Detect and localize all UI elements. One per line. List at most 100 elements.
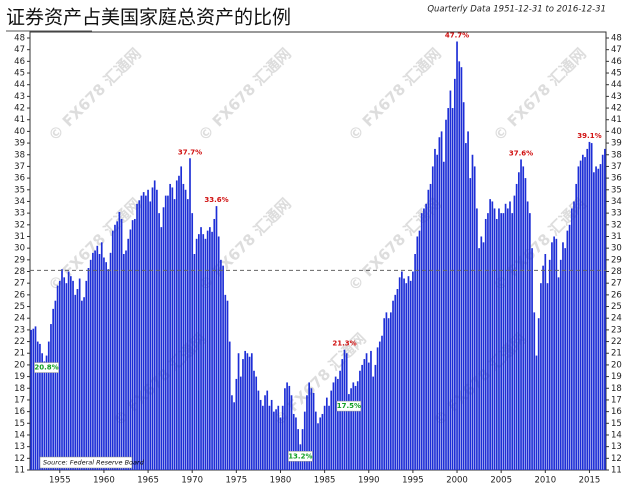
- bar: [401, 271, 403, 470]
- bar: [491, 201, 494, 470]
- bar: [107, 269, 110, 470]
- bar: [383, 318, 386, 470]
- bar: [259, 399, 262, 470]
- bar: [118, 211, 121, 470]
- bar: [350, 388, 352, 470]
- y-tick-label: 17: [14, 395, 25, 405]
- x-tick-label: 2015: [579, 476, 601, 486]
- y2-tick-label: 32: [611, 220, 622, 230]
- bar: [131, 220, 134, 470]
- annotation: 39.1%: [577, 132, 601, 140]
- bar: [564, 248, 567, 470]
- y-tick-label: 16: [14, 407, 25, 417]
- bar: [394, 294, 397, 470]
- y-tick-label: 29: [14, 255, 25, 265]
- bar: [142, 192, 145, 471]
- bar: [557, 277, 560, 470]
- bar: [509, 201, 511, 470]
- bar: [76, 289, 79, 470]
- bar: [317, 423, 319, 470]
- bar: [365, 353, 368, 470]
- y-tick-label: 41: [14, 115, 25, 125]
- chart-subtitle: Quarterly Data 1951-12-31 to 2016-12-31: [427, 5, 606, 15]
- y-tick-label: 35: [14, 185, 25, 195]
- y-tick-label: 43: [14, 92, 25, 102]
- bar: [270, 399, 273, 470]
- bar: [189, 158, 191, 470]
- bar: [409, 280, 412, 470]
- x-tick-label: 1970: [181, 476, 203, 486]
- bar: [378, 341, 381, 470]
- bar: [579, 160, 582, 470]
- bar: [416, 236, 419, 470]
- bar: [337, 378, 339, 470]
- bar: [195, 238, 198, 470]
- bar: [47, 341, 50, 470]
- bar: [462, 102, 465, 470]
- bar: [151, 187, 154, 470]
- bar: [34, 326, 37, 470]
- bar: [540, 283, 542, 470]
- bar: [120, 218, 123, 470]
- bar: [473, 166, 476, 470]
- bar: [279, 417, 282, 470]
- bar: [52, 308, 55, 470]
- bar: [449, 90, 452, 471]
- y-tick-label: 40: [14, 127, 25, 137]
- bar: [568, 224, 571, 470]
- bar: [359, 370, 361, 470]
- x-tick-label: 1985: [314, 476, 336, 486]
- bar: [266, 390, 269, 470]
- bar: [186, 199, 189, 470]
- y-tick-label: 47: [14, 45, 25, 55]
- bar: [36, 341, 39, 470]
- y2-tick-label: 28: [611, 267, 622, 277]
- x-tick-label: 1955: [49, 476, 71, 486]
- bar: [517, 172, 520, 470]
- y2-tick-label: 22: [611, 337, 622, 347]
- bar: [171, 187, 174, 470]
- bar: [297, 429, 299, 470]
- bar: [601, 154, 604, 470]
- bar: [127, 238, 130, 470]
- annotation-box: [34, 362, 59, 373]
- x-tick-label: 1975: [226, 476, 248, 486]
- bar: [555, 238, 558, 470]
- bar: [211, 231, 213, 470]
- bar: [487, 213, 489, 470]
- bar: [94, 250, 96, 470]
- bar: [45, 355, 48, 470]
- bar: [500, 213, 503, 470]
- bar: [61, 269, 63, 470]
- bar: [173, 199, 176, 470]
- y2-tick-label: 40: [611, 127, 622, 137]
- y2-tick-label: 13: [611, 442, 622, 452]
- annotation: 37.7%: [178, 148, 202, 156]
- bar: [531, 248, 533, 470]
- bar: [191, 213, 194, 470]
- bar: [354, 385, 357, 470]
- bar: [220, 259, 222, 470]
- y2-tick-label: 34: [611, 197, 622, 207]
- bar: [392, 300, 394, 470]
- bar: [103, 257, 105, 470]
- annotation: 21.3%: [332, 340, 356, 348]
- bar: [586, 148, 589, 470]
- y-tick-label: 11: [14, 466, 25, 476]
- bar: [92, 252, 94, 470]
- y2-tick-label: 21: [611, 349, 622, 359]
- bar: [180, 166, 183, 470]
- bar: [489, 199, 491, 470]
- bar: [396, 289, 399, 470]
- bar: [74, 294, 77, 470]
- bar: [520, 159, 522, 470]
- bar: [292, 413, 295, 470]
- bar: [511, 213, 514, 470]
- bar: [339, 370, 341, 470]
- y-tick-label: 15: [14, 419, 25, 429]
- bar: [32, 328, 35, 470]
- bar: [98, 254, 101, 470]
- bar: [209, 227, 211, 470]
- bar: [43, 361, 46, 470]
- bar: [361, 364, 363, 470]
